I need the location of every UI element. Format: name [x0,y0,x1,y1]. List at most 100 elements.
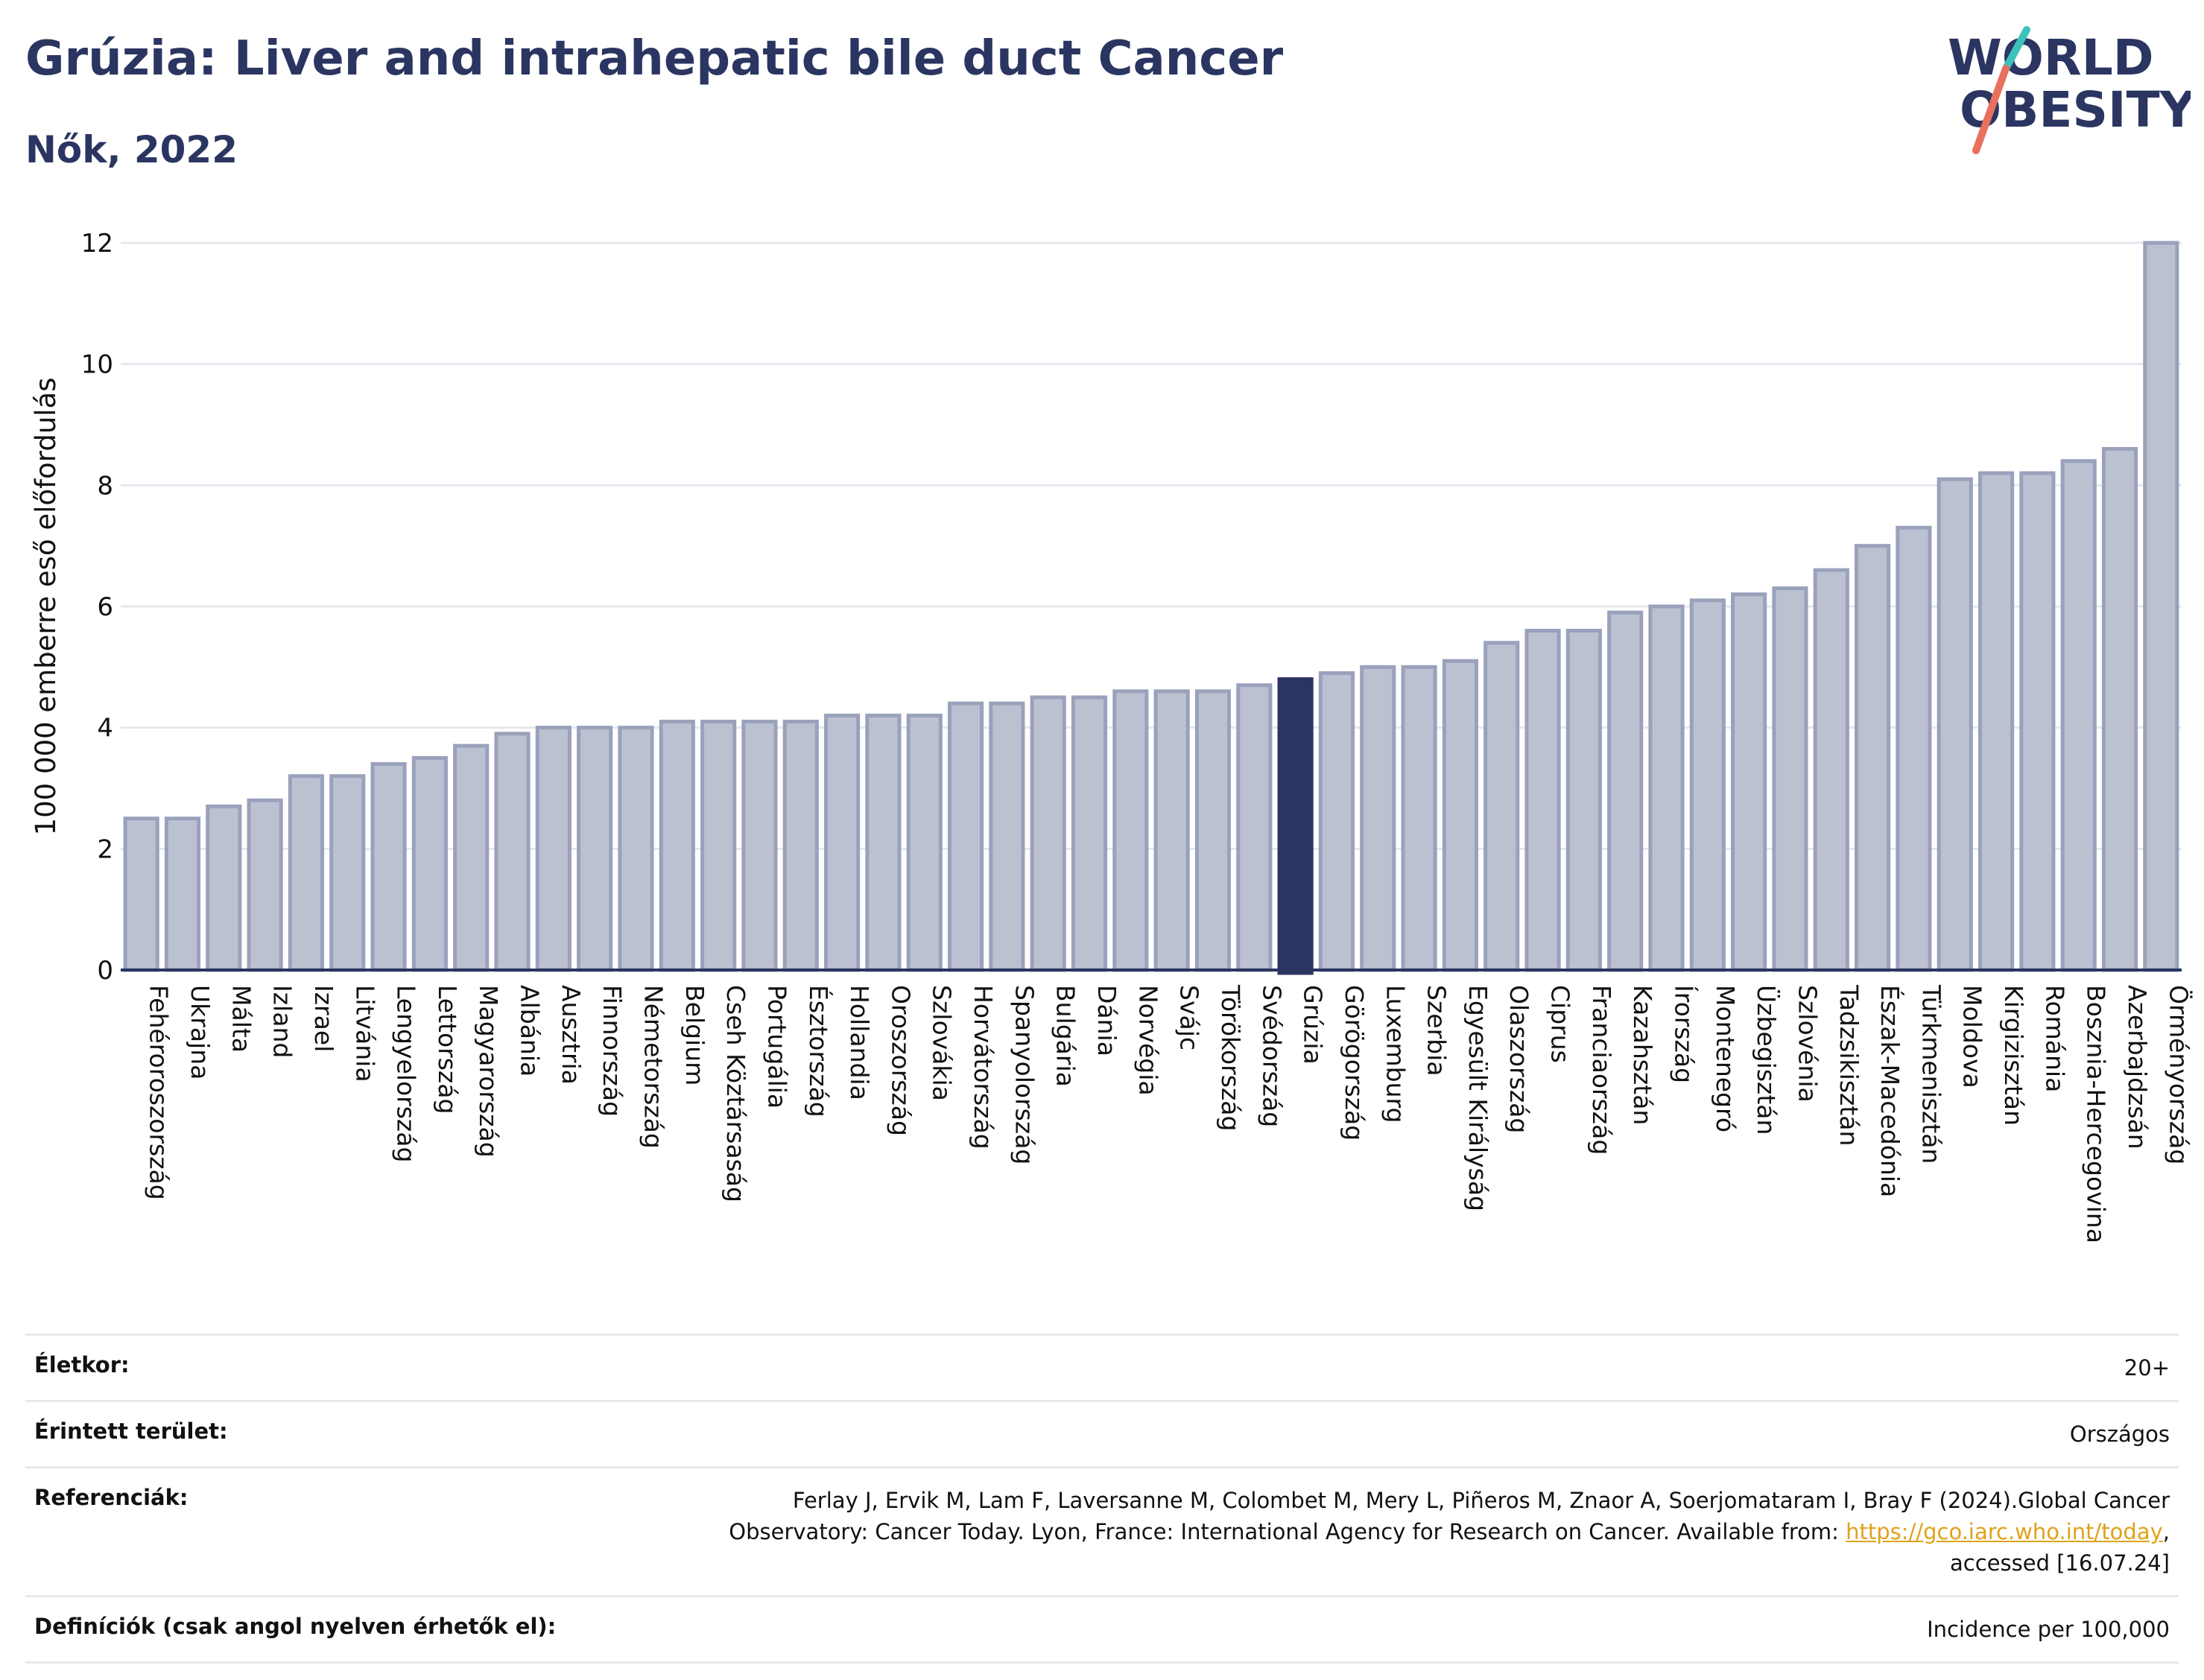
bar[interactable] [206,804,242,972]
y-axis-ticks: 0 2 4 6 8 10 12 [81,229,113,986]
bar[interactable] [824,713,861,972]
definitions-label: Definíciók (csak angol nyelven érhetők e… [34,1614,557,1640]
x-tick-label: Oroszország [886,985,915,1136]
bar[interactable] [1236,683,1273,972]
bar[interactable] [1813,568,1849,972]
bar[interactable] [865,713,902,972]
x-tick-label: Hollandia [845,985,874,1100]
x-tick-label: Grúzia [1299,985,1328,1065]
bar[interactable] [989,701,1025,972]
bar[interactable] [370,761,407,972]
x-tick-label: Egyesült Királyság [1463,985,1492,1211]
x-tick-label: Kazahsztán [1628,985,1657,1125]
x-tick-label: Ausztria [557,985,586,1085]
references-link[interactable]: https://gco.iarc.who.int/today [1846,1519,2163,1545]
x-tick-label: Lengyelország [392,985,421,1162]
bar[interactable] [1194,689,1232,972]
bar[interactable] [1442,659,1478,972]
x-tick-label: Spanyolország [1010,985,1039,1164]
bar[interactable] [411,755,448,972]
bar[interactable] [1360,665,1396,972]
x-tick-label: Málta [227,985,256,1053]
bar[interactable] [1896,525,1932,972]
bar[interactable] [329,774,366,972]
area-label: Érintett terület: [34,1419,228,1445]
bar[interactable] [906,713,943,972]
bar[interactable] [1112,689,1149,972]
bar[interactable] [1607,610,1644,972]
age-label: Életkor: [34,1352,130,1378]
bar[interactable] [453,744,490,972]
x-tick-label: Cseh Köztársaság [721,985,750,1202]
y-tick-label: 4 [97,714,113,744]
bar[interactable] [1565,629,1602,972]
area-value: Országos [2069,1421,2170,1448]
bar[interactable] [1855,544,1891,972]
x-tick-label: Írország [1670,985,1700,1083]
bar[interactable] [1524,629,1561,972]
x-tick-label: Litvánia [350,985,379,1083]
x-tick-label: Horvátország [969,985,998,1150]
bar[interactable] [2019,471,2056,972]
x-tick-label: Svájc [1175,985,1204,1050]
bar[interactable] [577,726,613,972]
x-tick-label: Görögország [1340,985,1369,1141]
bar[interactable] [2101,447,2138,972]
definitions-value: Incidence per 100,000 [1927,1617,2170,1643]
x-tick-label: Azerbajdzsán [2123,985,2152,1150]
bar[interactable] [2060,459,2097,972]
bar[interactable] [1977,471,2015,972]
x-tick-label: Albánia [516,985,545,1077]
y-axis-label: 100 000 emberre eső előfordulás [30,378,62,836]
bar[interactable] [494,732,531,972]
bar[interactable] [164,817,201,972]
x-tick-label: Svédország [1257,985,1286,1127]
bar-chart: 0 2 4 6 8 10 12 Fehéroroszország Ukrajna Málta Iz… [30,229,2194,1243]
x-tick-label: Szerbia [1422,985,1451,1076]
x-tick-label: Románia [2040,985,2069,1092]
references-text-part1: Ferlay J, Ervik M, Lam F, Laversanne M, … [729,1488,2170,1545]
bar[interactable] [1648,604,1685,972]
bar[interactable] [700,720,737,972]
bar[interactable] [288,774,325,972]
references-text-part2: , accessed [16.07.24] [1950,1519,2170,1576]
x-tick-label: Portugália [762,985,791,1109]
area-row: Érintett terület: Országos [25,1400,2179,1466]
bar[interactable] [947,701,984,972]
bar[interactable] [1483,641,1520,972]
bar[interactable] [1071,695,1108,972]
bar[interactable] [2143,241,2179,972]
x-tick-label: Bosznia-Hercegovina [2082,985,2111,1243]
bar[interactable] [1689,598,1726,972]
world-obesity-logo: WORLD OBESITY [1948,26,2191,154]
bar[interactable] [123,817,159,972]
bar[interactable] [782,720,819,972]
y-tick-label: 6 [97,592,113,622]
references-text: Ferlay J, Ervik M, Lam F, Laversanne M, … [650,1485,2170,1579]
references-label: Referenciák: [34,1485,189,1511]
references-row: Referenciák: Ferlay J, Ervik M, Lam F, L… [25,1466,2179,1595]
x-tick-label: Montenegró [1711,985,1740,1132]
bar[interactable] [247,798,283,972]
bar[interactable] [1030,695,1066,972]
x-tick-label: Kirgizisztán [1999,985,2028,1126]
x-tick-label: Bulgária [1051,985,1080,1087]
x-tick-label: Izland [268,985,297,1058]
bar-highlight[interactable] [1277,677,1314,975]
bar[interactable] [1318,671,1355,972]
bar[interactable] [1731,592,1767,972]
bar[interactable] [659,720,695,972]
bar[interactable] [618,726,654,972]
bar[interactable] [1401,665,1437,972]
bar[interactable] [1937,477,1973,972]
bar[interactable] [1153,689,1190,972]
logo-slash-teal [2002,26,2030,72]
bar[interactable] [535,726,571,972]
y-tick-label: 8 [97,471,113,501]
logo-slash-coral [1972,65,2010,154]
x-tick-label: Üzbegisztán [1752,985,1782,1135]
x-tick-label: Törökország [1216,984,1245,1131]
x-tick-label: Belgium [680,985,709,1085]
bar[interactable] [741,720,778,972]
bar[interactable] [1772,586,1808,972]
